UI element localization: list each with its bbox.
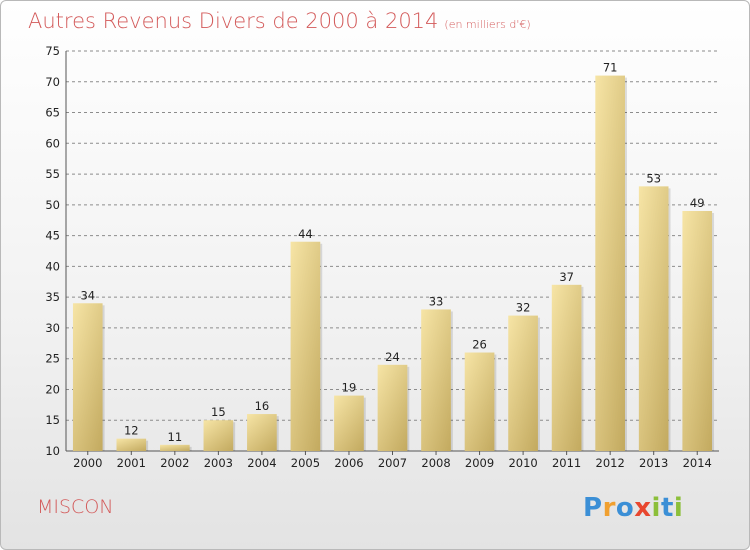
x-tick-label: 2000	[73, 456, 102, 470]
logo-text: Proxiti	[583, 493, 683, 523]
bar-value-label: 24	[385, 350, 400, 364]
bar-value-label: 33	[429, 294, 444, 308]
bar-shade	[508, 315, 538, 451]
bar-value-label: 11	[168, 430, 183, 444]
bar-shade	[334, 395, 364, 451]
y-tick-label: 55	[45, 167, 60, 181]
y-tick-label: 45	[45, 229, 60, 243]
y-tick-label: 50	[45, 198, 60, 212]
x-tick-label: 2003	[204, 456, 233, 470]
bar-value-label: 49	[690, 196, 705, 210]
x-tick-label: 2014	[683, 456, 712, 470]
bar-value-label: 34	[80, 288, 95, 302]
chart-subtitle: (en milliers d'€)	[444, 18, 531, 31]
bar-shade	[247, 414, 277, 451]
x-tick-label: 2006	[334, 456, 363, 470]
proxiti-logo-graphic: Proxiti	[583, 493, 683, 523]
x-tick-label: 2010	[508, 456, 537, 470]
y-tick-label: 10	[45, 444, 60, 458]
y-tick-label: 60	[45, 136, 60, 150]
bar-shade	[160, 444, 190, 451]
x-tick-label: 2007	[378, 456, 407, 470]
bar-value-label: 16	[255, 399, 270, 413]
bar-value-label: 15	[211, 405, 226, 419]
x-tick-label: 2011	[552, 456, 581, 470]
bar-value-label: 37	[559, 270, 574, 284]
x-tick-label: 2012	[596, 456, 625, 470]
y-tick-label: 25	[45, 352, 60, 366]
x-tick-label: 2004	[247, 456, 276, 470]
bar-shade	[203, 420, 234, 451]
x-tick-label: 2002	[160, 456, 189, 470]
y-tick-label: 35	[45, 290, 60, 304]
bar-shade	[682, 211, 713, 451]
x-tick-label: 2005	[291, 456, 320, 470]
bar-shade	[595, 75, 625, 451]
bar-value-label: 26	[472, 338, 487, 352]
bar-value-label: 71	[603, 61, 618, 75]
bar-value-label: 19	[342, 381, 357, 395]
y-tick-label: 75	[45, 44, 60, 58]
bar-value-label: 12	[124, 424, 139, 438]
bar-shade	[290, 241, 321, 451]
proxiti-logo[interactable]: Proxiti	[583, 489, 693, 525]
label-layer: 10 15 20 25 30 35 40 45 50 55 60 65 70 75 34 2000 12 2001…	[45, 44, 712, 470]
chart-title: Autres Revenus Divers de 2000 à 2014 (en …	[28, 9, 531, 33]
chart-title-text: Autres Revenus Divers de 2000 à 2014	[28, 9, 439, 33]
x-tick-label: 2008	[421, 456, 450, 470]
bar-shade	[116, 438, 147, 451]
y-tick-label: 15	[45, 413, 60, 427]
bar-shade	[377, 364, 408, 451]
commune-name: MISCON	[37, 496, 114, 518]
bar-shade	[551, 284, 582, 451]
bar-shade	[638, 186, 669, 451]
x-tick-label: 2001	[117, 456, 146, 470]
bar-value-label: 53	[646, 171, 661, 185]
y-tick-label: 40	[45, 259, 60, 273]
bar-value-label: 44	[298, 227, 313, 241]
bar-shade	[464, 352, 495, 451]
x-tick-label: 2013	[639, 456, 668, 470]
x-tick-label: 2009	[465, 456, 494, 470]
y-tick-label: 30	[45, 321, 60, 335]
bar-shade	[421, 309, 451, 451]
y-tick-label: 70	[45, 75, 60, 89]
y-tick-label: 65	[45, 106, 60, 120]
bar-shade	[72, 303, 103, 451]
bar-layer	[72, 75, 715, 451]
bar-value-label: 32	[516, 301, 531, 315]
y-tick-label: 20	[45, 382, 60, 396]
